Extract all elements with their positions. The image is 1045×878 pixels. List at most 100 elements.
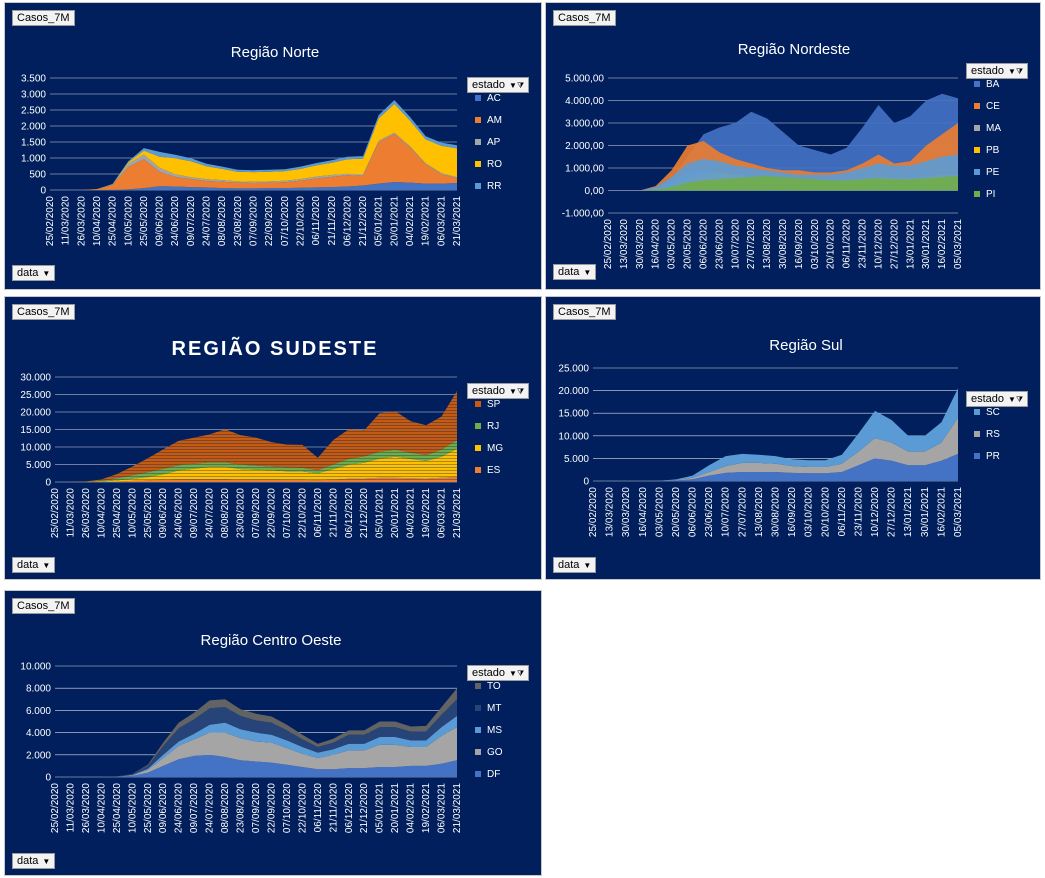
filter-field-button-estado[interactable]: estado ▼⧩ bbox=[966, 63, 1029, 79]
value-field-button[interactable]: Casos_7M bbox=[12, 598, 75, 614]
x-tick-label: 13/03/2020 bbox=[605, 487, 616, 537]
legend-label-es: ES bbox=[487, 465, 501, 476]
x-tick-label: 22/09/2020 bbox=[267, 488, 278, 538]
legend-swatch-go bbox=[475, 749, 481, 755]
y-tick-label: 2.000 bbox=[21, 122, 46, 133]
x-tick-label: 06/03/2021 bbox=[437, 488, 448, 538]
x-tick-label: 23/08/2020 bbox=[236, 783, 247, 833]
chart-svg: REGIÃO SUDESTE 30.000 25.000 20.000 15.000 10… bbox=[20, 337, 503, 538]
x-tick-label: 06/11/2020 bbox=[842, 219, 853, 269]
legend-swatch-sp bbox=[475, 401, 481, 407]
x-tick-label: 24/07/2020 bbox=[202, 196, 213, 246]
value-field-button[interactable]: Casos_7M bbox=[553, 304, 616, 320]
legend-label-to: TO bbox=[487, 681, 501, 692]
x-tick-label: 23/08/2020 bbox=[233, 196, 244, 246]
x-tick-label: 05/03/2021 bbox=[953, 487, 964, 537]
x-tick-label: 08/08/2020 bbox=[220, 783, 231, 833]
legend-swatch-pe bbox=[974, 169, 980, 175]
x-tick-label: 20/05/2020 bbox=[683, 219, 694, 269]
y-tick-label: 15.000 bbox=[20, 425, 51, 436]
legend-swatch-mg bbox=[475, 445, 481, 451]
filter-field-button-estado[interactable]: estado ▼⧩ bbox=[467, 383, 530, 399]
x-tick-label: 13/08/2020 bbox=[754, 487, 765, 537]
x-tick-label: 09/06/2020 bbox=[158, 488, 169, 538]
x-tick-label: 06/03/2021 bbox=[437, 783, 448, 833]
axis-field-button-data[interactable]: data ▼ bbox=[12, 265, 56, 281]
x-tick-label: 25/02/2020 bbox=[45, 196, 56, 246]
x-tick-label: 24/06/2020 bbox=[174, 488, 185, 538]
x-tick-label: 21/03/2021 bbox=[452, 783, 463, 833]
x-tick-label: 03/05/2020 bbox=[654, 487, 665, 537]
x-tick-label: 23/06/2020 bbox=[704, 487, 715, 537]
y-tick-label: 0,00 bbox=[585, 186, 605, 197]
series-area-sc bbox=[593, 388, 958, 481]
x-tick-label: 24/06/2020 bbox=[174, 783, 185, 833]
chart-panel-sudeste: REGIÃO SUDESTE 30.000 25.000 20.000 15.000 10… bbox=[4, 296, 542, 580]
filter-field-button-estado[interactable]: estado ▼⧩ bbox=[467, 665, 530, 681]
series-area-mg bbox=[55, 448, 457, 482]
x-tick-label: 25/02/2020 bbox=[50, 488, 61, 538]
legend-label-pr: PR bbox=[986, 451, 1000, 462]
x-tick-label: 30/01/2021 bbox=[920, 487, 931, 537]
x-tick-label: 06/11/2020 bbox=[311, 196, 322, 246]
chart-panel-nordeste: Região Nordeste 5.000,00 4.000,00 3.000,00 2… bbox=[545, 2, 1041, 290]
x-tick-label: 07/09/2020 bbox=[251, 783, 262, 833]
filter-funnel-icon: ▼⧩ bbox=[509, 669, 525, 678]
x-tick-label: 09/06/2020 bbox=[158, 783, 169, 833]
y-tick-label: 2.000 bbox=[26, 750, 51, 761]
x-tick-label: 11/03/2020 bbox=[66, 488, 77, 538]
x-tick-label: 05/01/2021 bbox=[374, 196, 385, 246]
y-tick-label: 3.000,00 bbox=[565, 119, 604, 130]
x-tick-label: 20/10/2020 bbox=[826, 219, 837, 269]
y-tick-label: 25.000 bbox=[558, 364, 589, 375]
legend-label-am: AM bbox=[487, 115, 502, 126]
legend-label-mt: MT bbox=[487, 703, 501, 714]
y-tick-label: 10.000 bbox=[20, 662, 51, 673]
y-tick-label: 15.000 bbox=[558, 409, 589, 420]
filter-field-label: estado bbox=[472, 385, 506, 397]
x-tick-label: 22/10/2020 bbox=[297, 783, 308, 833]
x-tick-label: 22/10/2020 bbox=[297, 488, 308, 538]
legend-label-df: DF bbox=[487, 769, 500, 780]
x-tick-label: 24/06/2020 bbox=[170, 196, 181, 246]
legend-swatch-ms bbox=[475, 727, 481, 733]
legend-label-sp: SP bbox=[487, 399, 501, 410]
x-tick-label: 06/06/2020 bbox=[688, 487, 699, 537]
value-field-button[interactable]: Casos_7M bbox=[12, 304, 75, 320]
x-tick-label: 03/10/2020 bbox=[810, 219, 821, 269]
series-area-to bbox=[55, 688, 457, 777]
axis-field-button-data[interactable]: data ▼ bbox=[12, 557, 56, 573]
x-tick-label: 27/07/2020 bbox=[746, 219, 757, 269]
x-tick-label: 10/12/2020 bbox=[870, 487, 881, 537]
value-field-button[interactable]: Casos_7M bbox=[553, 10, 616, 26]
x-tick-label: 10/04/2020 bbox=[96, 783, 107, 833]
y-tick-label: 6.000 bbox=[26, 706, 51, 717]
x-tick-label: 19/02/2021 bbox=[421, 783, 432, 833]
x-tick-label: 07/10/2020 bbox=[280, 196, 291, 246]
filter-field-button-estado[interactable]: estado ▼⧩ bbox=[467, 77, 530, 93]
x-tick-label: 08/08/2020 bbox=[220, 488, 231, 538]
y-tick-label: 5.000,00 bbox=[565, 74, 604, 85]
x-tick-label: 13/03/2020 bbox=[619, 219, 630, 269]
value-field-button[interactable]: Casos_7M bbox=[12, 10, 75, 26]
legend-label-ba: BA bbox=[986, 79, 1000, 90]
x-tick-label: 25/04/2020 bbox=[112, 488, 123, 538]
x-tick-label: 26/03/2020 bbox=[76, 196, 87, 246]
series-area-es bbox=[55, 476, 457, 482]
chart-panel-norte: Região Norte 3.500 3.000 2.500 2.000 1.500 1.0… bbox=[4, 2, 542, 290]
axis-field-label: data bbox=[17, 855, 39, 867]
x-tick-label: 26/03/2020 bbox=[81, 783, 92, 833]
axis-field-label: data bbox=[17, 267, 39, 279]
axis-field-button-data[interactable]: data ▼ bbox=[12, 853, 56, 869]
x-tick-label: 27/07/2020 bbox=[737, 487, 748, 537]
axis-field-button-data[interactable]: data ▼ bbox=[553, 264, 597, 280]
chart-title: Região Sul bbox=[769, 337, 842, 354]
axis-field-button-data[interactable]: data ▼ bbox=[553, 557, 597, 573]
chart-panel-sul: Região Sul 25.000 20.000 15.000 10.000 5.000 0… bbox=[545, 296, 1041, 580]
x-tick-label: 30/03/2020 bbox=[635, 219, 646, 269]
legend-label-rr: RR bbox=[487, 181, 501, 192]
filter-field-button-estado[interactable]: estado ▼⧩ bbox=[966, 391, 1029, 407]
x-tick-label: 21/12/2020 bbox=[358, 196, 369, 246]
y-tick-label: 1.500 bbox=[21, 138, 46, 149]
x-tick-label: 13/01/2021 bbox=[905, 219, 916, 269]
